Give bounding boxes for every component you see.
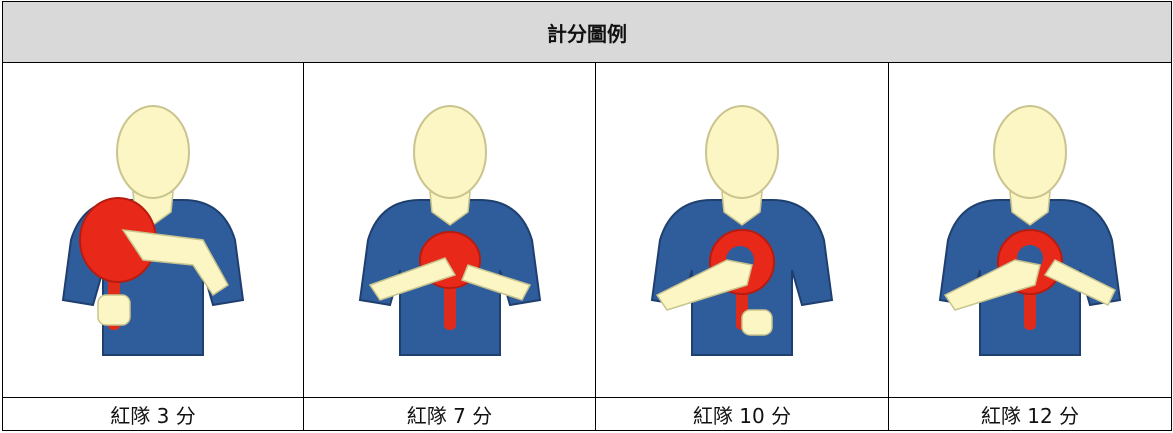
- illustration-cell: [303, 62, 596, 398]
- illustration: [642, 100, 842, 360]
- caption: 紅隊 7 分: [303, 397, 596, 431]
- illustration: [350, 100, 550, 360]
- caption: 紅隊 3 分: [2, 397, 304, 431]
- illustration: [53, 100, 253, 360]
- illustration-cell: [2, 62, 304, 398]
- caption: 紅隊 10 分: [595, 397, 889, 431]
- illustration: [930, 100, 1130, 360]
- illustration-cell: [595, 62, 889, 398]
- caption: 紅隊 12 分: [888, 397, 1172, 431]
- table-title: 計分圖例: [2, 1, 1172, 63]
- illustration-cell: [888, 62, 1172, 398]
